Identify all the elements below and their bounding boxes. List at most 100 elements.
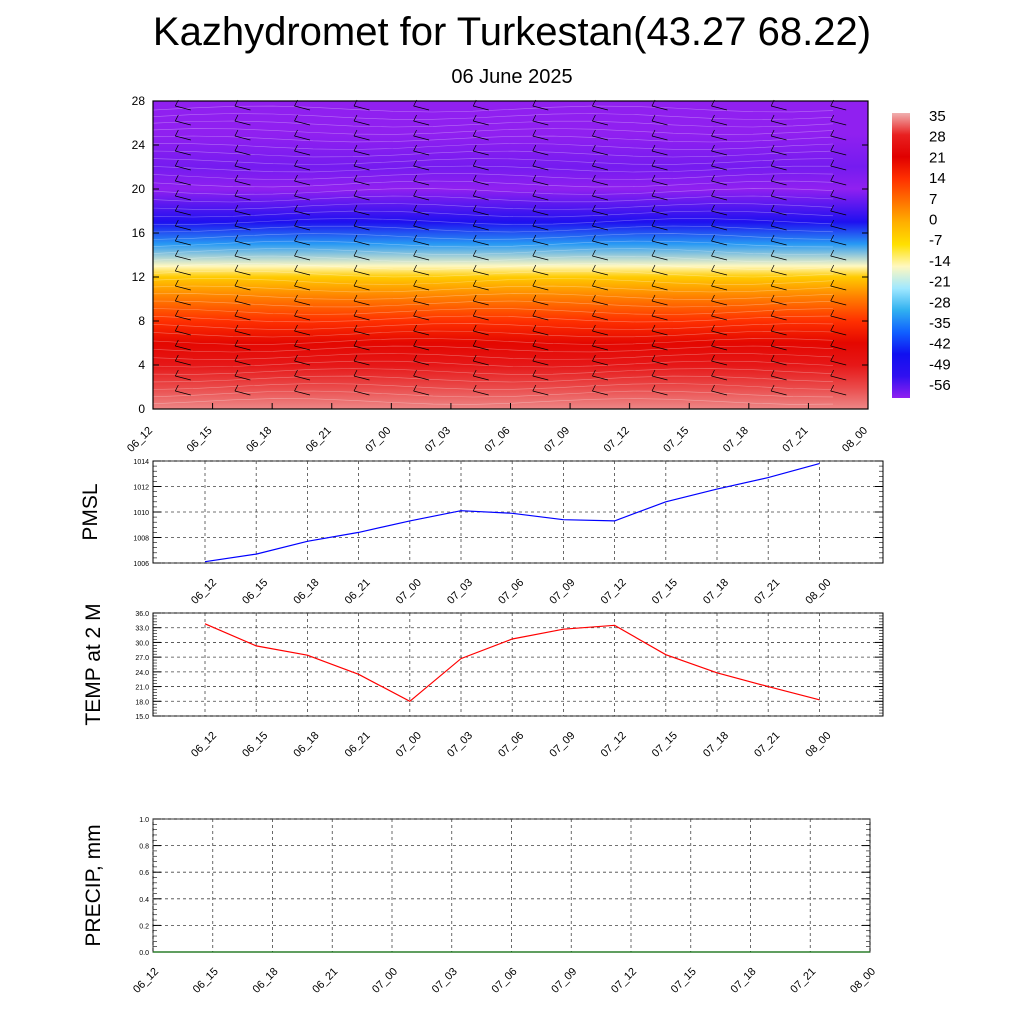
colorbar-label: -7 (929, 232, 942, 249)
wind-barb (472, 294, 489, 306)
y-tick-label: 8 (138, 314, 145, 328)
wind-barb (413, 279, 430, 291)
x-tick-label: 06_21 (304, 425, 334, 455)
x-tick-label: 06_18 (251, 966, 281, 996)
wind-barb (770, 159, 787, 171)
wind-barb (472, 174, 489, 186)
x-tick-label: 06_15 (240, 577, 270, 607)
wind-barb (532, 384, 549, 396)
x-tick-label: 06_12 (131, 966, 161, 996)
x-tick-label: 07_09 (549, 966, 579, 996)
wind-barb (413, 189, 430, 201)
contour-line (152, 390, 834, 398)
contour-line (152, 323, 834, 330)
x-tick-label: 07_06 (483, 425, 513, 455)
wind-barb (532, 189, 549, 201)
wind-barb (770, 354, 787, 366)
wind-barb (174, 219, 191, 231)
wind-barb (234, 294, 251, 306)
wind-barb (234, 204, 251, 216)
wind-barb (830, 129, 847, 141)
contour-line (152, 293, 834, 300)
wind-barb (592, 249, 608, 261)
wind-barb (472, 384, 489, 396)
wind-barb (413, 249, 430, 261)
contour-line (152, 105, 834, 113)
wind-barb (651, 114, 668, 126)
wind-barb (532, 369, 549, 381)
contour-line (152, 383, 834, 390)
wind-barb (413, 354, 430, 366)
wind-barb (472, 144, 489, 156)
contour-line (152, 188, 834, 195)
wind-barb (711, 249, 728, 261)
x-tick-label: 07_03 (445, 577, 475, 607)
wind-barb (353, 219, 370, 231)
wind-barb (174, 339, 191, 351)
wind-barb (711, 369, 728, 381)
y-tick-label: 18.0 (135, 699, 149, 706)
wind-barb (830, 384, 847, 396)
wind-barb (472, 309, 489, 321)
x-tick-label: 07_12 (609, 966, 639, 996)
wind-barb (651, 144, 668, 156)
x-tick-label: 06_21 (343, 730, 373, 760)
chart-title: Kazhydromet for Turkestan(43.27 68.22) (152, 10, 872, 54)
wind-barb (592, 384, 608, 396)
wind-barb (353, 234, 370, 246)
wind-barb (651, 219, 668, 231)
wind-barb (413, 264, 430, 276)
wind-barb (472, 219, 489, 231)
wind-barb (413, 174, 430, 186)
wind-barb (592, 279, 608, 291)
wind-barb (294, 264, 311, 276)
colorbar-label: -21 (929, 274, 951, 291)
wind-barb (353, 339, 370, 351)
wind-barb (174, 324, 191, 336)
wind-barb (830, 174, 847, 186)
x-tick-label: 07_00 (394, 577, 424, 607)
wind-barb (830, 264, 847, 276)
x-tick-label: 07_15 (661, 425, 691, 455)
y-tick-label: 20 (132, 182, 146, 196)
wind-barb (294, 324, 311, 336)
wind-barb (532, 144, 549, 156)
wind-barb (234, 339, 251, 351)
wind-barb (532, 264, 549, 276)
wind-barb (294, 309, 311, 321)
x-tick-label: 07_18 (721, 425, 751, 455)
panel-frame (152, 612, 884, 717)
wind-barb (294, 354, 311, 366)
x-tick-label: 06_12 (189, 577, 219, 607)
wind-barb (532, 129, 549, 141)
wind-barb (711, 324, 728, 336)
x-tick-label: 07_09 (547, 577, 577, 607)
wind-barb (234, 249, 251, 261)
wind-barb (711, 294, 728, 306)
y-tick-label: 0.0 (139, 950, 149, 957)
wind-barb (413, 159, 430, 171)
wind-barb (532, 234, 549, 246)
x-tick-label: 07_21 (752, 577, 782, 607)
wind-barb (353, 324, 370, 336)
wind-barb (294, 369, 311, 381)
contour-line (152, 203, 834, 210)
wind-barb (592, 324, 608, 336)
wind-barb (651, 354, 668, 366)
x-tick-label: 07_18 (729, 966, 759, 996)
x-tick-label: 06_18 (244, 425, 274, 455)
wind-barb (532, 114, 549, 126)
contour-line (152, 165, 833, 173)
colorbar-label: 35 (929, 108, 946, 125)
x-tick-label: 07_06 (490, 966, 520, 996)
wind-barb (830, 144, 847, 156)
x-tick-label: 07_15 (650, 577, 680, 607)
wind-barb (592, 354, 608, 366)
wind-barb (413, 294, 430, 306)
heatmap-field (153, 101, 868, 409)
wind-barb (651, 309, 668, 321)
wind-barb (234, 219, 251, 231)
y-tick-label: 36.0 (135, 611, 149, 618)
wind-barb (651, 234, 668, 246)
wind-barb (830, 324, 847, 336)
